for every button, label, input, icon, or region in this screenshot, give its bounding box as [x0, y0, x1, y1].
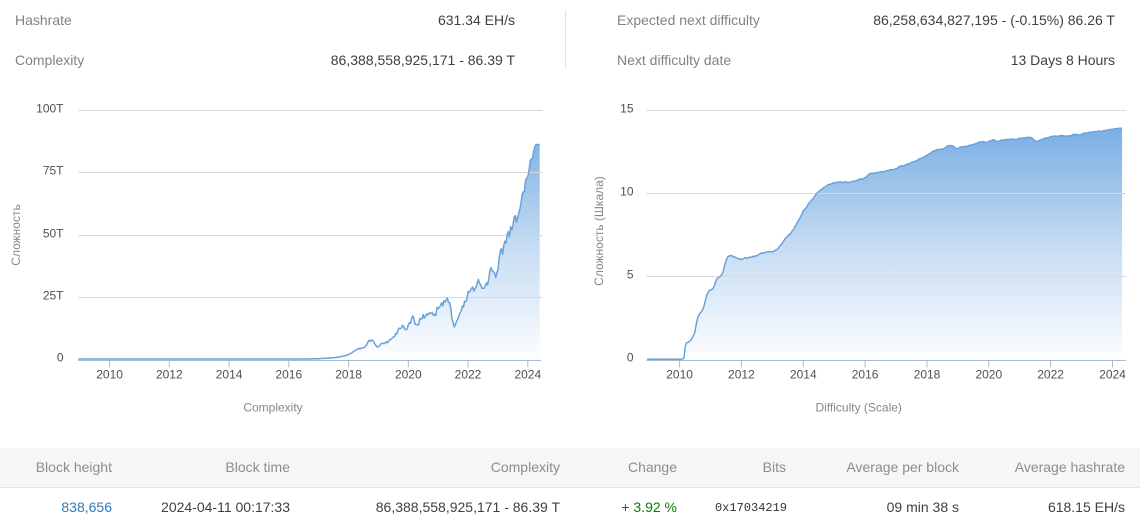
svg-text:2014: 2014 [790, 368, 817, 382]
svg-text:10: 10 [620, 185, 634, 199]
svg-text:75T: 75T [43, 164, 64, 178]
svg-text:Сложность: Сложность [9, 204, 23, 265]
svg-text:2018: 2018 [914, 368, 941, 382]
svg-text:2024: 2024 [514, 368, 541, 382]
svg-text:25T: 25T [43, 289, 64, 303]
svg-text:2022: 2022 [1037, 368, 1064, 382]
svg-text:2020: 2020 [395, 368, 422, 382]
svg-text:2016: 2016 [852, 368, 879, 382]
svg-text:Complexity: Complexity [243, 401, 302, 415]
svg-text:0: 0 [57, 351, 64, 365]
svg-text:2022: 2022 [455, 368, 482, 382]
svg-text:2010: 2010 [666, 368, 693, 382]
svg-text:15: 15 [620, 102, 634, 116]
svg-text:2014: 2014 [216, 368, 243, 382]
svg-text:Difficulty (Scale): Difficulty (Scale) [815, 401, 901, 415]
svg-text:50T: 50T [43, 227, 64, 241]
svg-text:2024: 2024 [1099, 368, 1126, 382]
svg-text:2018: 2018 [335, 368, 362, 382]
svg-text:2016: 2016 [275, 368, 302, 382]
svg-text:2012: 2012 [728, 368, 755, 382]
svg-text:2020: 2020 [975, 368, 1002, 382]
svg-text:Сложность (Шкала): Сложность (Шкала) [592, 176, 606, 286]
svg-text:2012: 2012 [156, 368, 183, 382]
svg-text:5: 5 [627, 268, 634, 282]
svg-text:0: 0 [627, 351, 634, 365]
svg-text:100T: 100T [36, 102, 64, 116]
svg-text:2010: 2010 [96, 368, 123, 382]
